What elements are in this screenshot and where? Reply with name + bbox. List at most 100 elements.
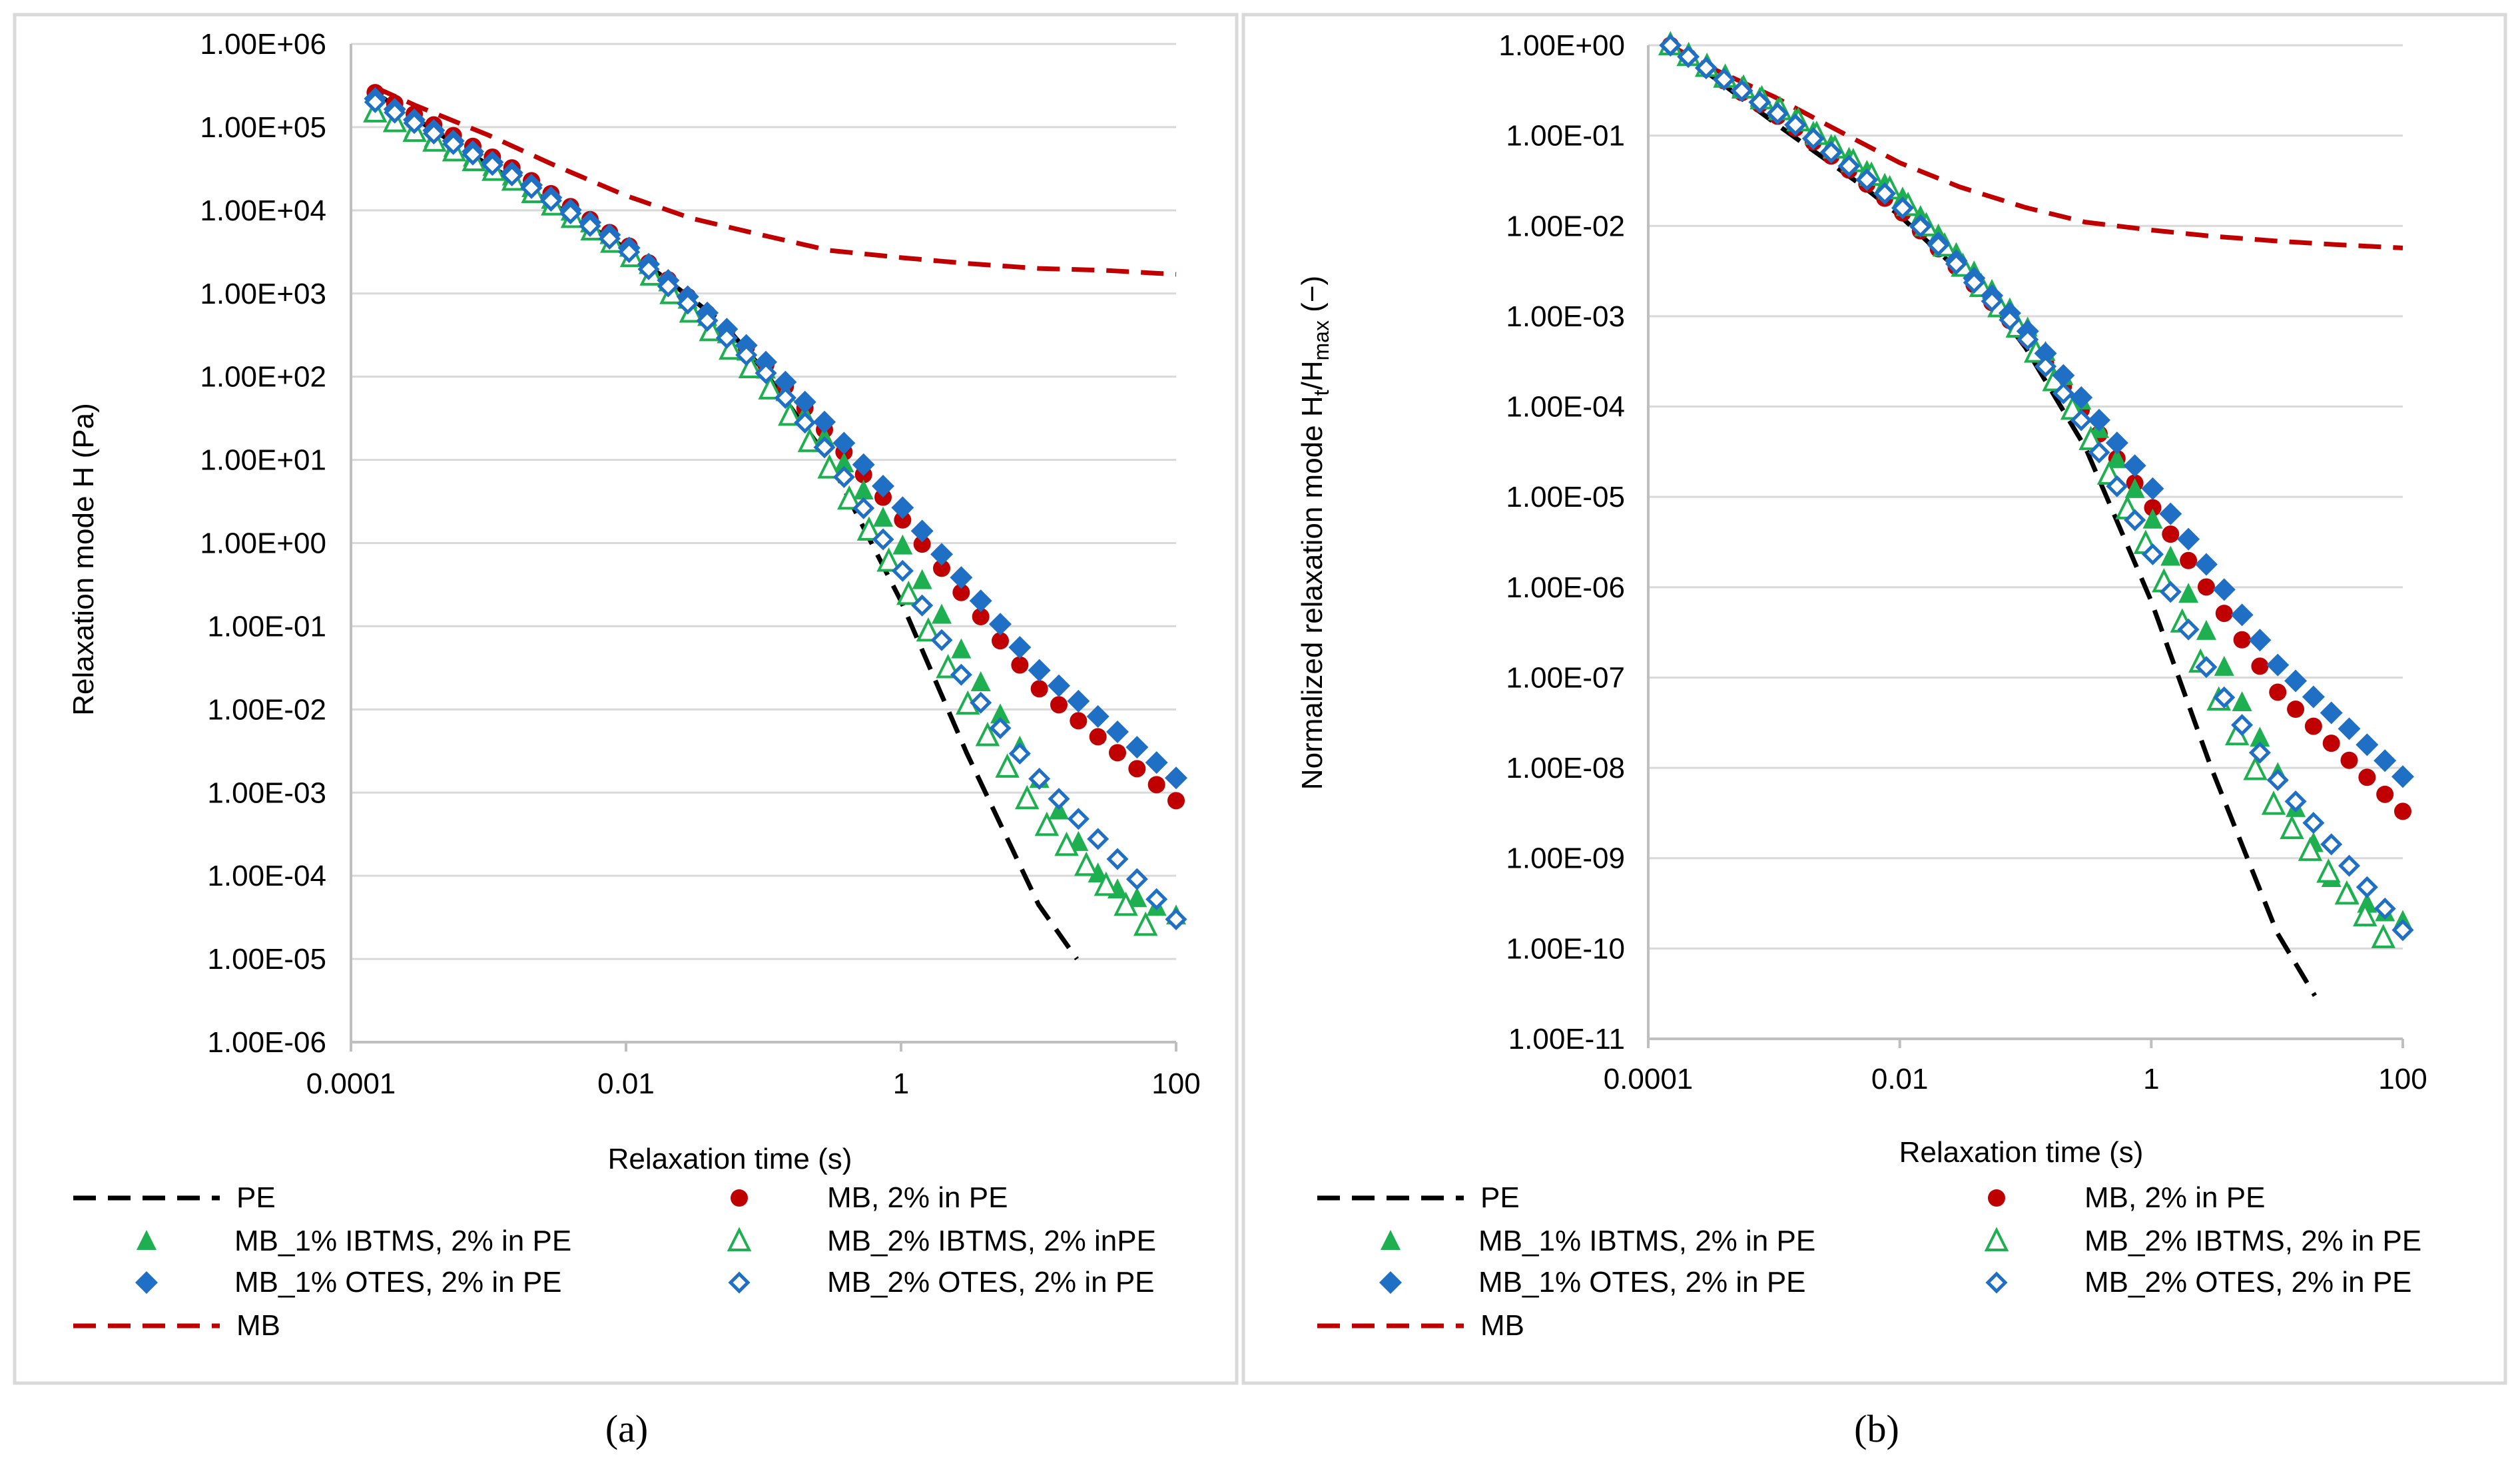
- data-point: [2070, 409, 2092, 432]
- y-tick-label: 1.00E-09: [1506, 842, 1625, 875]
- legend-item: MB_1% OTES, 2% in PE: [1379, 1266, 1806, 1299]
- legend-swatch: [727, 1227, 752, 1251]
- legend-swatch: [137, 1230, 157, 1250]
- data-point: [2194, 553, 2218, 576]
- chart-b-y-title-mid: /H: [1296, 360, 1329, 390]
- data-point: [2269, 683, 2287, 701]
- data-point: [2356, 876, 2378, 898]
- data-point: [2316, 858, 2341, 883]
- data-point: [1145, 888, 1168, 910]
- data-point: [1695, 57, 1718, 79]
- legend-label: MB_1% IBTMS, 2% in PE: [234, 1225, 571, 1257]
- x-tick-label: 0.0001: [1604, 1063, 1694, 1095]
- x-tick-label: 0.0001: [306, 1067, 396, 1100]
- data-point: [950, 663, 972, 686]
- legend-swatch: [728, 1271, 751, 1294]
- x-tick-label: 0.01: [1871, 1063, 1929, 1095]
- chart-b-axes: [1647, 45, 2404, 1048]
- data-point: [1106, 848, 1129, 870]
- data-point: [930, 629, 953, 651]
- x-tick-label: 0.01: [597, 1067, 655, 1100]
- chart-a-grid: [351, 43, 1176, 1043]
- data-point: [853, 479, 874, 500]
- legend-swatch: [135, 1271, 158, 1294]
- data-point: [1999, 308, 2021, 331]
- chart-b-x-tick-labels: 0.0001 0.01 1 100: [1604, 1063, 2427, 1095]
- data-point: [559, 202, 582, 224]
- data-point: [481, 154, 503, 176]
- chart-a-y-axis-title: Relaxation mode H (Pa): [67, 403, 100, 716]
- data-point: [2353, 902, 2377, 927]
- data-point: [1873, 182, 1896, 205]
- data-point: [2304, 717, 2322, 735]
- legend-item: MB_2% OTES, 2% in PE: [728, 1266, 1155, 1299]
- data-point: [1713, 68, 1735, 91]
- y-tick-label: 1.00E-08: [1506, 752, 1625, 784]
- legend-label: PE: [236, 1181, 276, 1214]
- data-point: [1125, 868, 1148, 890]
- data-point: [2230, 603, 2254, 627]
- data-point: [579, 214, 601, 237]
- data-point: [2162, 525, 2180, 543]
- series-mb-2-otes-2-in-pe: [1659, 34, 2414, 942]
- data-point: [911, 594, 934, 617]
- data-point: [2088, 441, 2110, 463]
- data-point: [872, 528, 894, 551]
- data-point: [2391, 919, 2414, 942]
- data-point: [2106, 447, 2127, 468]
- legend-item: MB: [73, 1309, 280, 1342]
- data-point: [2141, 477, 2164, 500]
- data-point: [2232, 691, 2252, 712]
- y-tick-label: 1.00E-06: [207, 1026, 326, 1059]
- data-point: [2243, 756, 2268, 780]
- y-tick-label: 1.00E+06: [200, 28, 326, 61]
- data-point: [2391, 765, 2414, 788]
- chart-b-x-axis-title: Relaxation time (s): [1899, 1136, 2144, 1169]
- series-line-mb: [1669, 43, 2403, 250]
- y-tick-label: 1.00E-06: [1506, 571, 1625, 604]
- data-point: [2070, 386, 2093, 409]
- data-point: [896, 580, 921, 605]
- data-point: [1030, 680, 1048, 698]
- chart-a-y-tick-labels: 1.00E+06 1.00E+05 1.00E+04 1.00E+03 1.00E+02…: [200, 28, 326, 1059]
- legend-item: MB_2% IBTMS, 2% in PE: [1984, 1225, 2421, 1257]
- data-point: [738, 354, 763, 379]
- data-point: [2142, 508, 2163, 529]
- chart-a-legend: PE MB_1% IBTMS, 2% in PE MB_1% OTES, 2% in…: [73, 1181, 1156, 1342]
- data-point: [1086, 705, 1109, 728]
- data-point: [1074, 851, 1099, 876]
- data-point: [2248, 629, 2272, 652]
- legend-item: MB_1% OTES, 2% in PE: [135, 1266, 562, 1299]
- y-tick-label: 1.00E-05: [207, 943, 326, 976]
- data-point: [1094, 871, 1119, 896]
- data-point: [891, 496, 914, 519]
- data-point: [2357, 892, 2377, 913]
- y-tick-label: 1.00E-10: [1506, 932, 1625, 965]
- data-point: [1820, 141, 1843, 164]
- data-point: [813, 436, 836, 459]
- y-tick-label: 1.00E-11: [1508, 1023, 1625, 1055]
- data-point: [2248, 741, 2271, 764]
- data-point: [2284, 790, 2307, 813]
- data-point: [2338, 854, 2361, 877]
- legend-item: PE: [73, 1181, 276, 1214]
- caption-a: (a): [605, 1407, 648, 1450]
- data-point: [1048, 788, 1070, 810]
- chart-b-y-title-sub2: max: [1309, 320, 1333, 360]
- data-point: [1677, 45, 1700, 68]
- data-point: [2302, 685, 2325, 709]
- data-point: [876, 547, 901, 572]
- data-point: [2338, 717, 2361, 740]
- data-point: [2123, 454, 2146, 477]
- data-point: [1945, 252, 1967, 275]
- data-point: [1855, 168, 1878, 191]
- caption-b: (b): [1854, 1407, 1899, 1450]
- data-point: [2298, 836, 2323, 861]
- x-tick-label: 1: [893, 1067, 909, 1100]
- data-point: [657, 275, 679, 298]
- legend-label: MB_2% IBTMS, 2% inPE: [827, 1225, 1156, 1257]
- data-point: [852, 497, 875, 519]
- data-point: [1659, 34, 1682, 57]
- data-point: [1927, 234, 1950, 256]
- legend-swatch: [1381, 1230, 1401, 1250]
